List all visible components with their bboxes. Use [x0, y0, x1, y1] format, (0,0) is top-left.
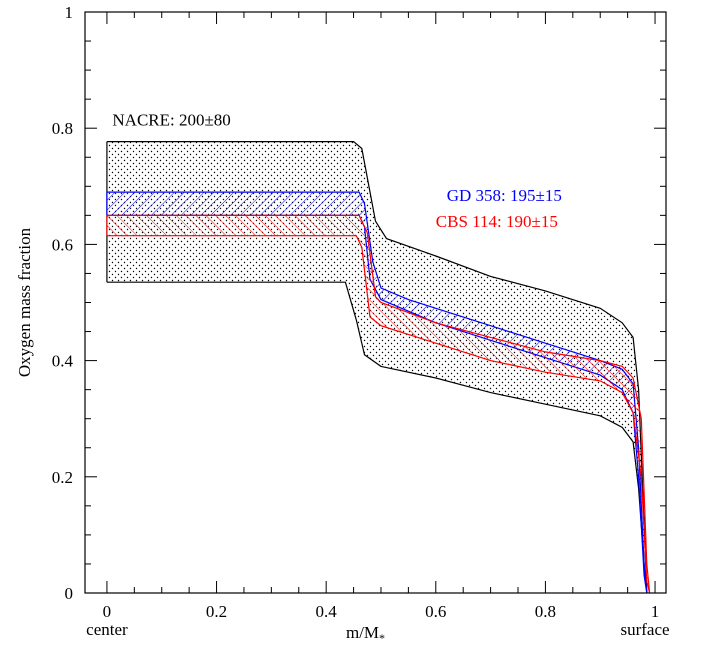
y-tick-label: 0: [65, 584, 74, 603]
x-tick-label: 0.4: [316, 602, 338, 621]
x-axis-label: m/M*: [346, 623, 385, 645]
x-end-label-center: center: [86, 620, 128, 639]
y-tick-label: 0.2: [52, 468, 73, 487]
band-layer: [106, 141, 651, 594]
band-lower-line-2: [106, 235, 651, 594]
y-tick-label: 0.4: [52, 352, 74, 371]
annotation-layer: NACRE: 200±80 GD 358: 195±15 CBS 114: 190±…: [112, 110, 561, 231]
y-tick-label: 0.6: [52, 235, 73, 254]
tick-layer: [85, 11, 666, 594]
band-upper-line-0: [106, 141, 648, 594]
x-tick-label: 0: [103, 602, 112, 621]
band-lower-line-0: [106, 281, 648, 594]
tick-label-layer: 0 0.2 0.4 0.6 0.8 1 0 0.2 0.4 0.6 0.8 1: [52, 3, 660, 621]
y-axis-label: Oxygen mass fraction: [15, 227, 34, 377]
y-tick-label: 0.8: [52, 119, 73, 138]
annotation-0: NACRE: 200±80: [112, 110, 230, 129]
x-end-label-surface: surface: [620, 620, 669, 639]
x-tick-label: 0.8: [535, 602, 556, 621]
x-tick-label: 1: [651, 602, 660, 621]
band-fill-0: [106, 141, 647, 593]
x-tick-label: 0.6: [425, 602, 446, 621]
x-axis-label-subscript: *: [379, 631, 385, 645]
annotation-1: GD 358: 195±15: [447, 186, 562, 205]
band-upper-line-2: [106, 214, 651, 594]
y-tick-label: 1: [65, 3, 74, 22]
x-axis-label-main: m/M: [346, 623, 379, 642]
annotation-2: CBS 114: 190±15: [436, 212, 558, 231]
x-tick-label: 0.2: [206, 602, 227, 621]
